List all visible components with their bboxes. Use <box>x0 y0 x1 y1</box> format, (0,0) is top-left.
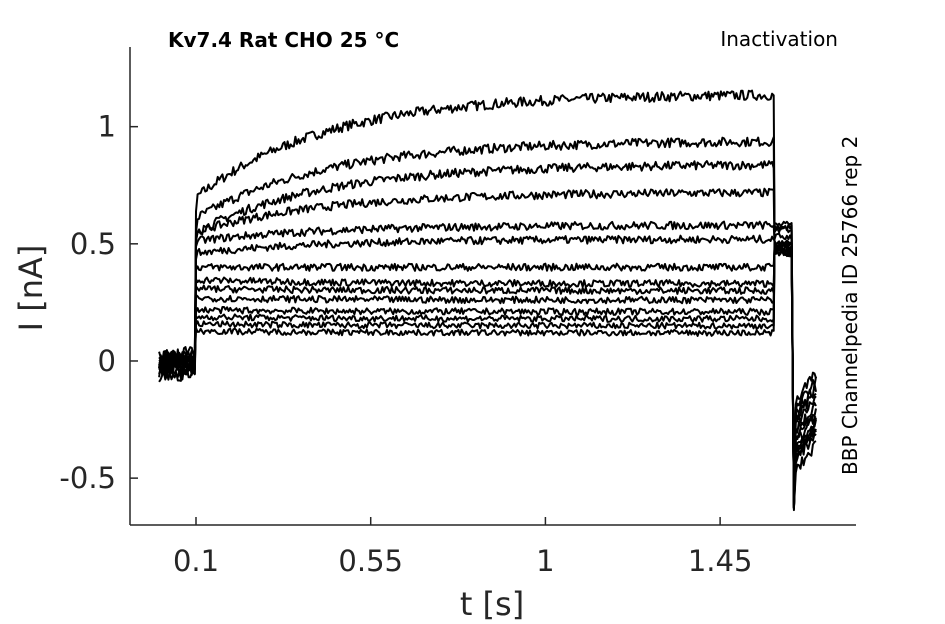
y-tick-label: 1 <box>98 110 116 144</box>
y-tick-label: 0.5 <box>70 227 116 261</box>
axes: 0.1 0.55 1 1.45 -0.5 0 0.5 1 <box>59 47 856 578</box>
trace-sweep-12 <box>158 244 817 509</box>
trace-sweep-6 <box>158 234 817 504</box>
protocol-label: Inactivation <box>720 27 838 51</box>
y-tick-label: -0.5 <box>59 461 116 495</box>
trace-sweep-13 <box>158 246 817 506</box>
trace-sweep-9 <box>158 239 817 503</box>
x-axis-label: t [s] <box>460 585 524 623</box>
y-axis-label: I [nA] <box>12 245 50 332</box>
trace-sweep-7 <box>158 244 817 509</box>
trace-sweep-8 <box>158 246 817 509</box>
trace-sweep-11 <box>158 242 817 504</box>
current-traces <box>158 89 817 512</box>
trace-sweep-3 <box>158 160 817 504</box>
x-tick-label: 1 <box>536 544 554 578</box>
trace-sweep-1 <box>158 89 817 512</box>
chart-title: Kv7.4 Rat CHO 25 °C <box>168 28 399 52</box>
channelpedia-id-label: BBP Channelpedia ID 25766 rep 2 <box>838 136 862 475</box>
trace-sweep-2 <box>158 136 817 510</box>
trace-sweep-14 <box>158 249 817 510</box>
trace-sweep-4 <box>158 187 817 508</box>
y-tick-label: 0 <box>98 344 116 378</box>
trace-sweep-5 <box>158 220 817 509</box>
x-tick-label: 0.1 <box>173 544 219 578</box>
x-tick-label: 0.55 <box>338 544 403 578</box>
x-tick-label: 1.45 <box>688 544 753 578</box>
trace-sweep-10 <box>158 248 817 506</box>
